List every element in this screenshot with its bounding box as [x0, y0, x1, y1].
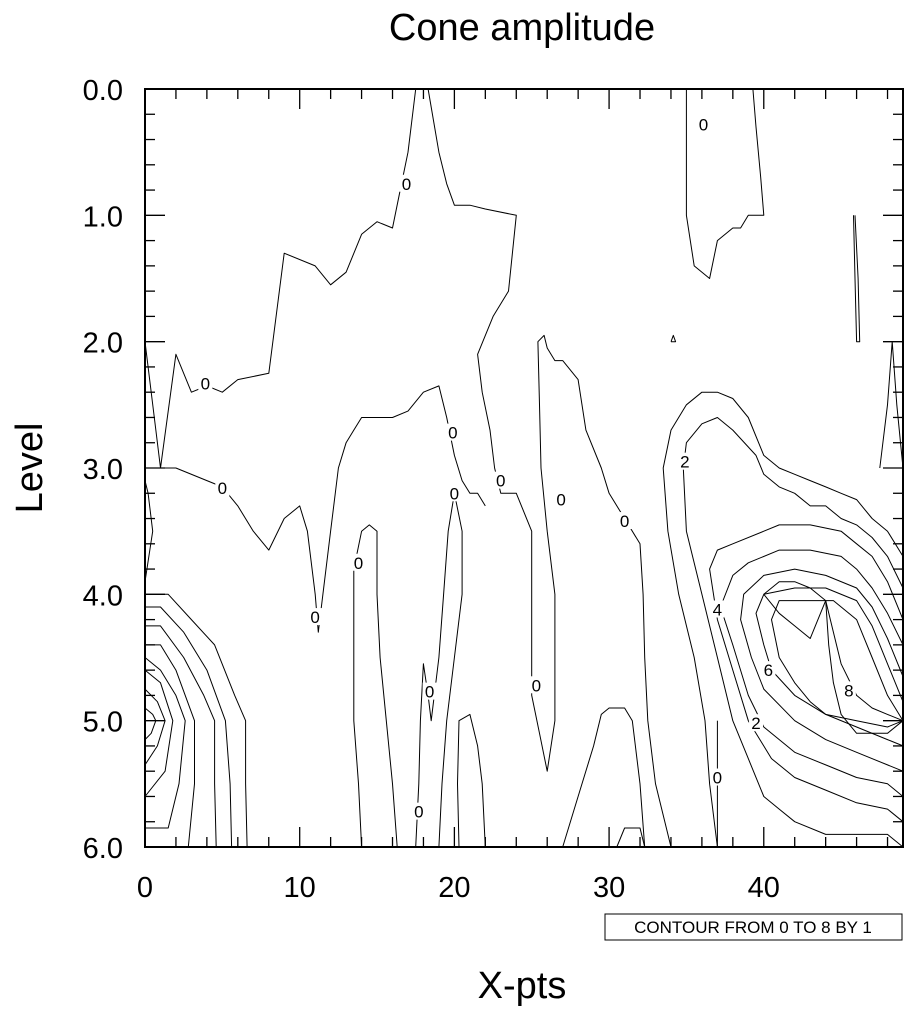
- contour-line-level-1-22: [662, 391, 904, 848]
- contour-line-level-4-25: [720, 549, 904, 797]
- contour-label-3: 0: [218, 479, 227, 498]
- contour-label-9: 0: [354, 554, 363, 573]
- tick-labels: 0 10 20 30 400.01.02.03.04.05.06.0: [83, 75, 780, 904]
- contour-label-16: 4: [713, 600, 722, 619]
- contour-label-bg-19: [749, 714, 764, 732]
- contour-label-bg-4: [445, 423, 460, 441]
- contour-label-10: 0: [310, 608, 319, 627]
- contour-line-level-0-5: [415, 492, 463, 848]
- contour-line-level-5-26: [740, 568, 904, 772]
- contour-label-6: 0: [496, 472, 505, 491]
- contour-label-1: 0: [699, 115, 708, 134]
- x-tick-label-4: 40: [748, 872, 780, 904]
- contour-line-level-0-13: [144, 480, 154, 582]
- contour-line-level-8-29: [763, 581, 827, 639]
- x-tick-label-3: 30: [593, 872, 625, 904]
- contour-label-11: 0: [425, 683, 434, 702]
- contour-label-bg-16: [710, 600, 725, 618]
- y-tick-label-5: 5.0: [83, 707, 123, 739]
- contour-line-level-0-3: [145, 385, 486, 633]
- contour-label-18: 8: [844, 681, 853, 700]
- contour-label-17: 6: [764, 661, 773, 680]
- contour-labels: 0 0 0 0 0 0 0 0 0 0 0 0 0 0 0 2 4 6 8 2: [198, 115, 856, 822]
- y-tick-label-2: 2.0: [83, 328, 123, 360]
- y-axis-title: Level: [9, 423, 51, 514]
- contour-line-level-0-4: [353, 524, 398, 848]
- contour-label-bg-10: [308, 608, 323, 626]
- y-tick-label-0: 0.0: [83, 75, 123, 107]
- y-tick-label-1: 1.0: [83, 201, 123, 233]
- contour-line-level-7-20: [144, 688, 166, 766]
- contour-line-level-0-2: [685, 88, 765, 279]
- contour-line-level-8-31: [825, 600, 904, 734]
- axis-ticks: [144, 88, 903, 848]
- contour-line-level-0-8: [616, 827, 646, 848]
- contour-label-bg-0: [399, 174, 414, 192]
- contour-line-level-5-18: [144, 657, 186, 829]
- contour-label-bg-17: [761, 661, 776, 679]
- contour-line-level-6-19: [144, 669, 174, 797]
- contour-line-level-2-15: [145, 606, 233, 848]
- contour-label-8: 0: [620, 512, 629, 531]
- contour-label-bg-1: [696, 115, 711, 133]
- contour-label-bg-9: [351, 553, 366, 571]
- contour-line-level-3-16: [145, 625, 217, 848]
- contour-label-12: 0: [532, 676, 541, 695]
- contour-label-7: 0: [556, 491, 565, 510]
- contour-line-level-1-14: [145, 593, 248, 848]
- contour-line-level-8-21: [144, 707, 157, 740]
- chart-title: Cone amplitude: [389, 7, 655, 49]
- contour-label-bg-15: [677, 452, 692, 470]
- contour-label-bg-2: [198, 374, 213, 392]
- contour-label-5: 0: [450, 484, 459, 503]
- contour-label-13: 0: [414, 803, 423, 822]
- contour-label-4: 0: [448, 424, 457, 443]
- contour-label-0: 0: [402, 175, 411, 194]
- contour-line-level-0-11: [879, 341, 904, 469]
- contour-label-19: 2: [751, 714, 760, 733]
- x-tick-label-2: 20: [438, 872, 470, 904]
- contour-line-level-4-17: [145, 644, 195, 848]
- info-label-frame: [604, 913, 903, 941]
- contour-line-level-2-23: [682, 417, 904, 848]
- contour-line-level-6-27: [755, 587, 904, 747]
- y-tick-label-6: 6.0: [83, 833, 123, 865]
- contour-line-level-0-7: [562, 707, 646, 848]
- contour-label-15: 2: [680, 453, 689, 472]
- plot-frame: [144, 88, 904, 848]
- contour-label-bg-13: [411, 802, 426, 820]
- contour-label-bg-7: [554, 490, 569, 508]
- contour-label-bg-5: [447, 484, 462, 502]
- contour-label-bg-11: [422, 682, 437, 700]
- contour-line-level-0-12: [670, 334, 677, 343]
- contour-line-level-7-28: [771, 600, 904, 728]
- contour-line-level-8-30: [825, 600, 904, 722]
- x-tick-label-0: 0: [137, 872, 153, 904]
- contour-line-level-0-0: [144, 88, 417, 469]
- contour-label-bg-18: [841, 681, 856, 699]
- x-axis-title: X-pts: [478, 965, 567, 1007]
- y-tick-label-4: 4.0: [83, 580, 123, 612]
- contour-label-bg-14: [710, 768, 725, 786]
- contour-line-level-0-6: [457, 713, 486, 848]
- contour-line-level-0-1: [427, 88, 672, 848]
- contour-line-level-3-24: [709, 524, 904, 823]
- contour-lines: [144, 88, 904, 848]
- contour-label-2: 0: [201, 374, 210, 393]
- y-tick-label-3: 3.0: [83, 454, 123, 486]
- info-label-box: CONTOUR FROM 0 TO 8 BY 1: [604, 913, 903, 941]
- contour-label-14: 0: [713, 769, 722, 788]
- x-tick-label-1: 10: [284, 872, 316, 904]
- info-label-text: CONTOUR FROM 0 TO 8 BY 1: [634, 918, 872, 937]
- contour-label-bg-8: [617, 512, 632, 530]
- contour-label-bg-12: [529, 676, 544, 694]
- contour-label-bg-3: [215, 479, 230, 497]
- contour-line-level-0-10: [853, 215, 861, 343]
- contour-label-bg-6: [493, 471, 508, 489]
